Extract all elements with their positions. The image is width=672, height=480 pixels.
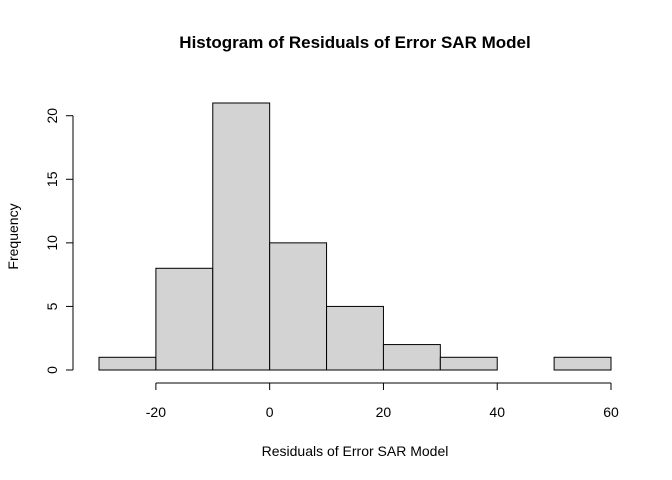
y-tick-label: 15 xyxy=(44,171,60,187)
histogram-bar xyxy=(439,356,498,371)
bars-group xyxy=(98,102,612,371)
histogram-bar xyxy=(326,305,384,371)
histogram-bar xyxy=(98,356,157,371)
histogram-bar xyxy=(212,102,271,371)
y-tick-label: 0 xyxy=(44,366,60,374)
x-tick-label: -20 xyxy=(146,404,166,420)
chart-title: Histogram of Residuals of Error SAR Mode… xyxy=(179,33,530,52)
y-tick-label: 10 xyxy=(44,235,60,251)
histogram-bar xyxy=(553,356,612,371)
y-axis: 0 5 10 15 20 xyxy=(44,108,74,374)
x-tick-label: 40 xyxy=(489,404,505,420)
x-tick-label: 0 xyxy=(266,404,274,420)
y-tick-label: 5 xyxy=(44,302,60,310)
x-tick-label: 20 xyxy=(376,404,392,420)
histogram-bar xyxy=(382,344,441,371)
y-tick-label: 20 xyxy=(44,108,60,124)
histogram-bar xyxy=(155,267,214,371)
x-tick-label: 60 xyxy=(603,404,619,420)
y-axis-label: Frequency xyxy=(5,203,21,269)
histogram-bar xyxy=(269,242,328,371)
x-axis: -20 0 20 40 60 xyxy=(146,382,619,420)
x-axis-label: Residuals of Error SAR Model xyxy=(262,443,449,459)
